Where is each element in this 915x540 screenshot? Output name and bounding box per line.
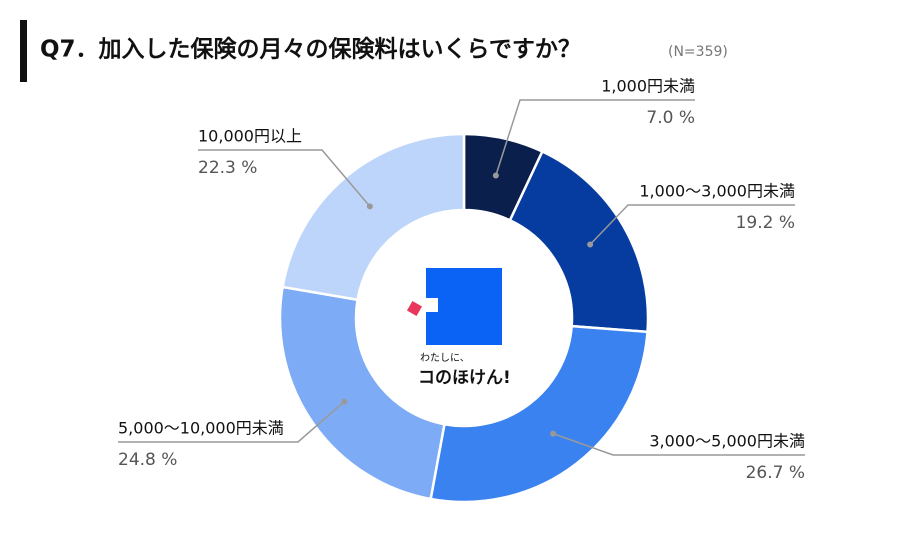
- donut-segment: [429, 324, 649, 504]
- donut-segment: [281, 132, 466, 302]
- value-label: 7.0 %: [646, 108, 695, 128]
- category-label: 1,000円未満: [601, 77, 695, 96]
- leader-line: [495, 99, 695, 176]
- leader-line: [589, 204, 795, 245]
- chart-subtitle: (N=359): [668, 44, 728, 60]
- value-label: 19.2 %: [736, 213, 795, 233]
- chart-title: Q7．加入した保険の月々の保険料はいくらですか？: [40, 36, 581, 63]
- logo-tagline: わたしに、: [420, 352, 470, 364]
- logo: わたしに、 コのほけん!: [406, 268, 511, 388]
- title-bar: [20, 20, 27, 82]
- value-label: 22.3 %: [198, 158, 257, 178]
- leader-line: [552, 432, 805, 456]
- value-label: 24.8 %: [118, 450, 177, 470]
- logo-mark: [426, 268, 502, 345]
- leader-line: [198, 149, 371, 207]
- category-label: 3,000〜5,000円未満: [649, 432, 805, 451]
- logo-dot: [406, 300, 423, 317]
- value-label: 26.7 %: [746, 463, 805, 483]
- category-label: 10,000円以上: [198, 127, 302, 146]
- category-label: 5,000〜10,000円未満: [118, 419, 284, 438]
- donut-segment: [278, 285, 446, 501]
- donut-segment: [508, 149, 650, 334]
- leader-line: [118, 401, 345, 443]
- logo-name: コのほけん!: [418, 368, 511, 388]
- category-label: 1,000〜3,000円未満: [639, 182, 795, 201]
